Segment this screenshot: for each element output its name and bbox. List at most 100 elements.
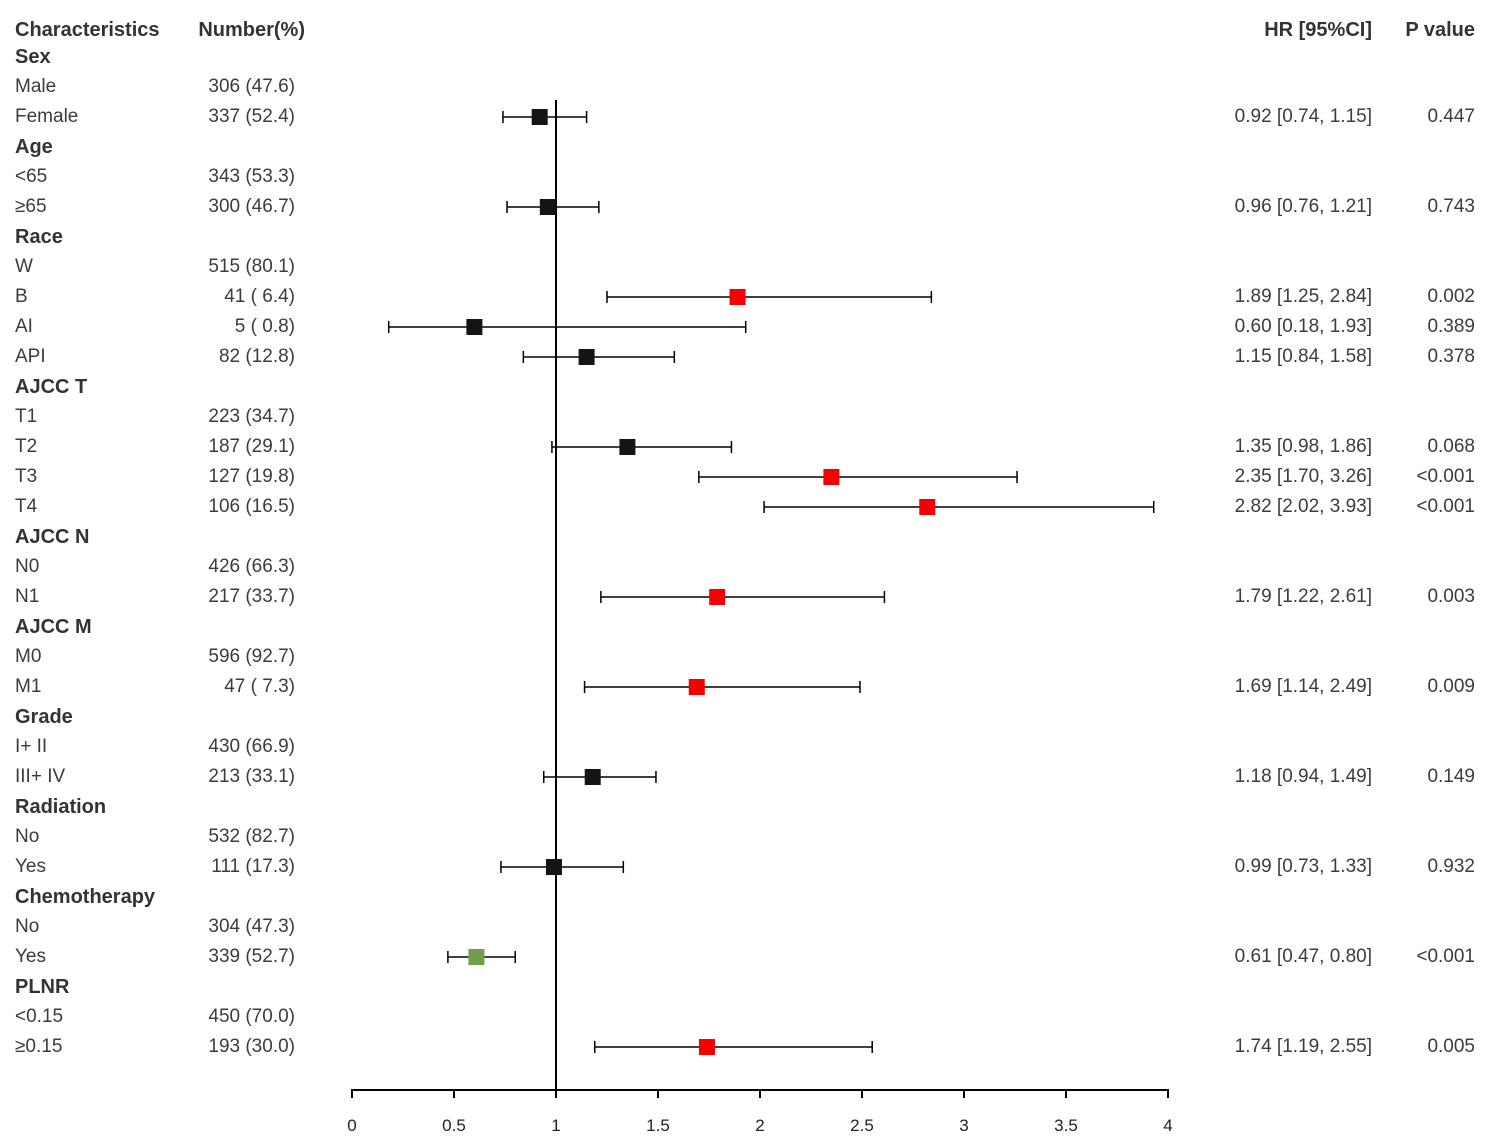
column-header-number: Number(%) bbox=[198, 19, 305, 41]
row-number: 306 (47.6) bbox=[208, 76, 295, 97]
row-label: ≥65 bbox=[15, 196, 47, 217]
row-label: T4 bbox=[15, 496, 38, 517]
row-hr-ci: 0.96 [0.76, 1.21] bbox=[1234, 196, 1372, 217]
row-number: 127 (19.8) bbox=[208, 466, 295, 487]
row-label: M0 bbox=[15, 646, 42, 667]
section-label: Radiation bbox=[15, 796, 107, 818]
row-hr-ci: 1.79 [1.22, 2.61] bbox=[1234, 586, 1372, 607]
row-number: 187 (29.1) bbox=[208, 436, 295, 457]
row-label: III+ IV bbox=[15, 766, 66, 787]
row-p-value: <0.001 bbox=[1416, 466, 1475, 487]
row-p-value: 0.743 bbox=[1427, 196, 1475, 217]
hr-marker bbox=[578, 349, 595, 365]
row-number: 596 (92.7) bbox=[208, 646, 295, 667]
row-number: 300 (46.7) bbox=[208, 196, 295, 217]
row-label: T2 bbox=[15, 436, 38, 457]
x-axis-tick-label: 0 bbox=[347, 1116, 357, 1135]
row-label: N0 bbox=[15, 556, 40, 577]
row-number: 41 ( 6.4) bbox=[224, 286, 295, 307]
row-label: W bbox=[15, 256, 33, 277]
x-axis-tick-label: 4 bbox=[1163, 1116, 1173, 1135]
hr-marker bbox=[619, 439, 636, 455]
row-number: 111 (17.3) bbox=[211, 856, 295, 877]
row-number: 343 (53.3) bbox=[208, 166, 295, 187]
row-label: ≥0.15 bbox=[15, 1036, 63, 1057]
x-axis-tick-label: 3 bbox=[959, 1116, 969, 1135]
row-number: 106 (16.5) bbox=[208, 496, 295, 517]
row-label: T1 bbox=[15, 406, 38, 427]
row-number: 426 (66.3) bbox=[208, 556, 295, 577]
x-axis-tick-label: 0.5 bbox=[442, 1116, 466, 1135]
hr-marker bbox=[823, 469, 840, 485]
hr-marker bbox=[729, 289, 746, 305]
row-p-value: 0.003 bbox=[1427, 586, 1475, 607]
row-number: 339 (52.7) bbox=[208, 946, 295, 967]
section-label: PLNR bbox=[15, 976, 70, 998]
row-label: B bbox=[15, 286, 28, 307]
hr-marker bbox=[698, 1039, 715, 1055]
row-p-value: 0.068 bbox=[1427, 436, 1475, 457]
row-hr-ci: 1.74 [1.19, 2.55] bbox=[1234, 1036, 1372, 1057]
row-p-value: 0.389 bbox=[1427, 316, 1475, 337]
section-label: Sex bbox=[15, 46, 51, 68]
x-axis-tick-label: 2 bbox=[755, 1116, 765, 1135]
row-label: Yes bbox=[15, 946, 46, 967]
row-p-value: <0.001 bbox=[1416, 496, 1475, 517]
row-hr-ci: 1.69 [1.14, 2.49] bbox=[1234, 676, 1372, 697]
row-p-value: 0.005 bbox=[1427, 1036, 1475, 1057]
hr-marker bbox=[688, 679, 705, 695]
x-axis-tick-label: 1 bbox=[551, 1116, 561, 1135]
row-number: 47 ( 7.3) bbox=[224, 676, 295, 697]
row-label: I+ II bbox=[15, 736, 48, 757]
hr-marker bbox=[545, 859, 562, 875]
section-label: Race bbox=[15, 226, 63, 248]
row-label: Yes bbox=[15, 856, 46, 877]
column-header-characteristics: Characteristics bbox=[15, 19, 160, 41]
row-p-value: 0.378 bbox=[1427, 346, 1475, 367]
row-hr-ci: 1.35 [0.98, 1.86] bbox=[1234, 436, 1372, 457]
row-number: 450 (70.0) bbox=[208, 1006, 295, 1027]
row-p-value: 0.149 bbox=[1427, 766, 1475, 787]
row-number: 193 (30.0) bbox=[208, 1036, 295, 1057]
row-label: No bbox=[15, 826, 40, 847]
row-number: 223 (34.7) bbox=[208, 406, 295, 427]
row-number: 82 (12.8) bbox=[218, 346, 295, 367]
row-label: Male bbox=[15, 76, 57, 97]
row-number: 217 (33.7) bbox=[208, 586, 295, 607]
row-label: N1 bbox=[15, 586, 40, 607]
hr-marker bbox=[466, 319, 483, 335]
row-p-value: 0.002 bbox=[1427, 286, 1475, 307]
row-p-value: 0.932 bbox=[1427, 856, 1475, 877]
section-label: Age bbox=[15, 136, 53, 158]
row-number: 430 (66.9) bbox=[208, 736, 295, 757]
row-hr-ci: 1.89 [1.25, 2.84] bbox=[1234, 286, 1372, 307]
row-label: AI bbox=[15, 316, 33, 337]
row-hr-ci: 0.60 [0.18, 1.93] bbox=[1234, 316, 1372, 337]
row-label: M1 bbox=[15, 676, 42, 697]
row-label: T3 bbox=[15, 466, 38, 487]
hr-marker bbox=[539, 199, 556, 215]
row-hr-ci: 0.92 [0.74, 1.15] bbox=[1234, 106, 1372, 127]
row-label: API bbox=[15, 346, 46, 367]
section-label: Chemotherapy bbox=[15, 886, 156, 908]
x-axis-tick-label: 3.5 bbox=[1054, 1116, 1078, 1135]
row-hr-ci: 0.99 [0.73, 1.33] bbox=[1234, 856, 1372, 877]
row-hr-ci: 1.15 [0.84, 1.58] bbox=[1234, 346, 1372, 367]
x-axis-tick-label: 2.5 bbox=[850, 1116, 874, 1135]
row-label: <0.15 bbox=[15, 1006, 64, 1027]
row-p-value: 0.447 bbox=[1427, 106, 1475, 127]
row-hr-ci: 2.82 [2.02, 3.93] bbox=[1234, 496, 1372, 517]
row-hr-ci: 1.18 [0.94, 1.49] bbox=[1234, 766, 1372, 787]
row-p-value: 0.009 bbox=[1427, 676, 1475, 697]
row-number: 532 (82.7) bbox=[208, 826, 295, 847]
row-number: 213 (33.1) bbox=[208, 766, 295, 787]
x-axis-tick-label: 1.5 bbox=[646, 1116, 670, 1135]
section-label: AJCC T bbox=[15, 376, 88, 398]
row-label: <65 bbox=[15, 166, 48, 187]
row-number: 304 (47.3) bbox=[208, 916, 295, 937]
hr-marker bbox=[531, 109, 548, 125]
row-label: No bbox=[15, 916, 40, 937]
